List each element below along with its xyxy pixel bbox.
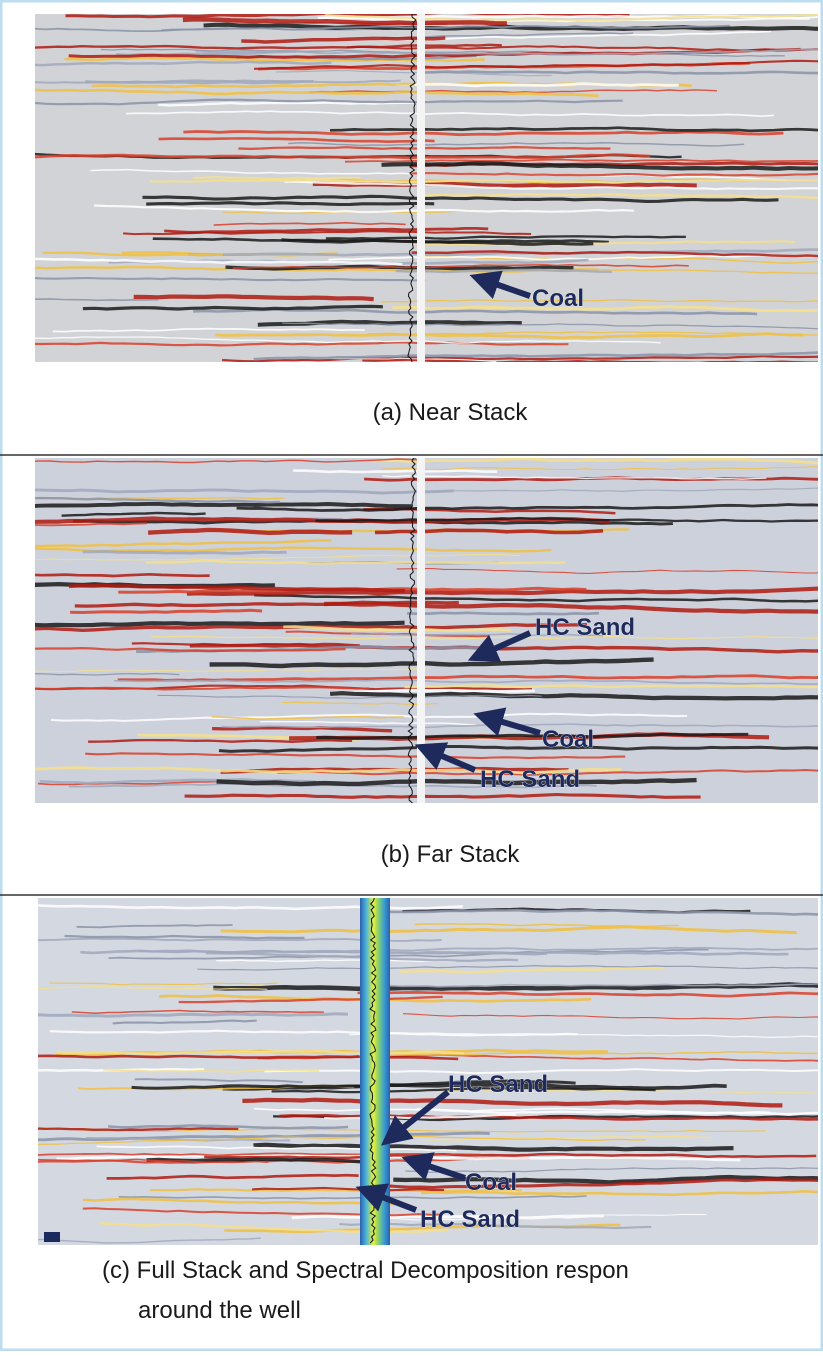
annotation: HC Sand [480,766,580,793]
annotation: HC Sand [535,614,635,641]
caption: (a) Near Stack [373,399,529,426]
annotation: Coal [532,285,584,312]
seismic-reflector [33,623,405,626]
seismic-reflector [148,530,352,533]
caption: (b) Far Stack [381,841,521,868]
seismic-reflector [0,574,210,576]
seismic-images [0,12,823,1245]
seismic-reflector [0,1014,348,1016]
seismic-section [0,458,823,803]
figure: Coal (a) Near Stack HC Sand Coal HC Sand… [0,0,823,1351]
seismic-section [0,12,823,363]
caption: (c) Full Stack and Spectral Decompositio… [102,1257,629,1284]
annotation: Coal [542,726,594,753]
seismic-reflector [146,203,434,205]
seismic-section [0,898,823,1245]
caption: around the well [138,1297,301,1324]
seismic-reflector [83,552,287,554]
annotation: Coal [465,1169,517,1196]
seismic-reflector [0,299,158,300]
seismic-reflector [293,471,497,473]
seismic-reflector [134,296,374,299]
seismic-reflector [422,71,823,73]
annotation: HC Sand [448,1071,548,1098]
seismic-reflector [85,81,313,83]
seismic-reflector [0,504,412,507]
scale-marker [44,1232,60,1242]
seismic-reflector [88,740,352,742]
annotation: HC Sand [420,1206,520,1233]
well-track [417,14,425,362]
